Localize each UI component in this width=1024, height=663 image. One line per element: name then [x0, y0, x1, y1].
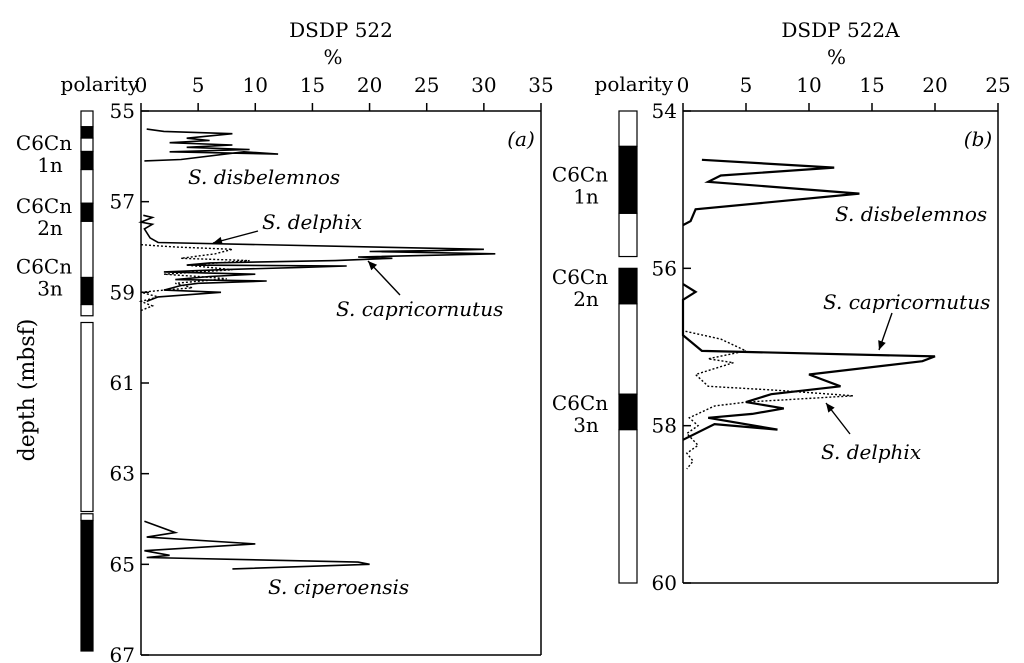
polarity-normal-segment [80, 321, 94, 513]
polarity-reversed-segment [80, 150, 94, 171]
x-tick-label: 5 [740, 73, 753, 97]
polarity-normal-segment [80, 303, 94, 317]
y-tick-label: 67 [110, 643, 135, 663]
polarity-normal-segment [80, 110, 94, 128]
polarity-label: polarity [595, 72, 674, 96]
x-tick-label: 25 [985, 73, 1010, 97]
annotation-arrow-head [878, 340, 886, 350]
chron-label: C6Cn [16, 194, 72, 218]
polarity-normal-segment [618, 212, 638, 258]
series-label: S. capricornutus [823, 290, 990, 314]
polarity-normal-segment [618, 429, 638, 584]
polarity-normal-segment [618, 303, 638, 395]
x-tick-label: 0 [677, 73, 690, 97]
polarity-reversed-segment [80, 276, 94, 306]
series-label: S. capricornutus [336, 297, 503, 321]
chron-label: C6Cn [552, 391, 608, 415]
polarity-normal-segment [618, 110, 638, 148]
chron-label: 1n [37, 153, 63, 177]
x-tick-label: 30 [471, 73, 496, 97]
y-tick-label: 55 [110, 99, 135, 123]
x-tick-label: 0 [135, 73, 148, 97]
series-line-s-capricornutus [681, 283, 936, 441]
chron-label: C6Cn [552, 265, 608, 289]
x-tick-label: 15 [859, 73, 884, 97]
polarity-normal-segment [80, 220, 94, 279]
series-label: S. disbelemnos [188, 165, 340, 189]
polarity-reversed-segment [80, 126, 94, 139]
chron-label: 3n [37, 277, 63, 301]
y-tick-label: 57 [110, 190, 135, 214]
panel-label: (b) [964, 127, 992, 151]
series-line-s-disbelemnos [682, 158, 860, 227]
series-line-s-disbelemnos [144, 128, 279, 162]
x-tick-label: 25 [414, 73, 439, 97]
chron-label: 2n [573, 287, 599, 311]
series-line-s-capricornutus [138, 214, 496, 303]
chron-label: C6Cn [16, 131, 72, 155]
series-line-s-ciperoensis [144, 520, 370, 570]
x-tick-label: 5 [192, 73, 205, 97]
series-line-s-delphix [138, 244, 250, 312]
polarity-reversed-segment [618, 267, 638, 305]
y-tick-label: 54 [652, 99, 677, 123]
chart-title: DSDP 522A [781, 18, 900, 42]
chron-label: 1n [573, 185, 599, 209]
y-tick-label: 65 [110, 552, 135, 576]
y-tick-label: 63 [110, 462, 135, 486]
polarity-normal-segment [80, 137, 94, 153]
polarity-reversed-segment [618, 393, 638, 431]
polarity-label: polarity [61, 72, 140, 96]
series-label: S. ciperoensis [268, 575, 409, 599]
x-tick-label: 20 [357, 73, 382, 97]
x-axis-label: % [827, 45, 846, 69]
annotation-arrow-head [826, 403, 835, 413]
series-label: S. delphix [262, 210, 362, 234]
x-tick-label: 35 [528, 73, 553, 97]
polarity-normal-segment [80, 513, 94, 522]
y-tick-label: 59 [110, 280, 135, 304]
polarity-normal-segment [80, 168, 94, 204]
chron-label: C6Cn [16, 255, 72, 279]
panel-label: (a) [507, 127, 535, 151]
series-label: S. delphix [821, 440, 921, 464]
annotation-arrow-head [213, 236, 223, 245]
annotation-arrow-head [368, 261, 378, 271]
y-tick-label: 56 [652, 256, 677, 280]
series-label: S. disbelemnos [835, 202, 987, 226]
series-line-s-delphix [685, 330, 854, 470]
chron-label: 3n [573, 413, 599, 437]
polarity-reversed-segment [80, 202, 94, 222]
polarity-reversed-segment [618, 145, 638, 214]
y-tick-label: 58 [652, 414, 677, 438]
chart-title: DSDP 522 [289, 18, 393, 42]
y-axis-label: depth (mbsf) [15, 319, 40, 462]
y-tick-label: 60 [652, 571, 677, 595]
chron-label: 2n [37, 216, 63, 240]
polarity-reversed-segment [80, 519, 94, 652]
x-tick-label: 10 [243, 73, 268, 97]
x-axis-label: % [323, 45, 342, 69]
x-tick-label: 20 [922, 73, 947, 97]
x-tick-label: 10 [796, 73, 821, 97]
x-tick-label: 15 [300, 73, 325, 97]
y-tick-label: 61 [110, 371, 135, 395]
chron-label: C6Cn [552, 163, 608, 187]
